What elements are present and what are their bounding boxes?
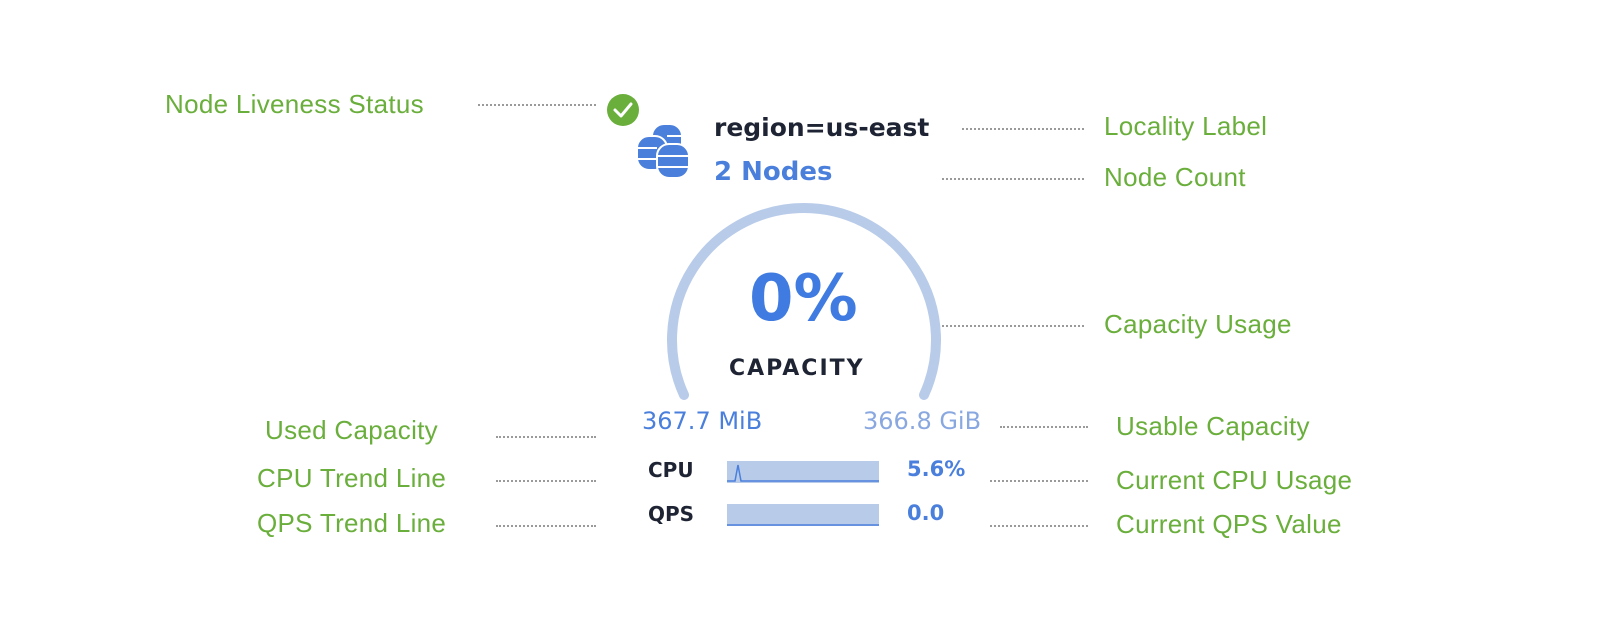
annotation-usable-capacity: Usable Capacity [1116,411,1310,441]
usable-capacity: 366.8 GiB [863,407,982,435]
qps-sparkline[interactable] [727,504,879,526]
annotation-locality: Locality Label [1104,111,1268,141]
leader-line [942,325,1084,327]
annotation-capacity-usage: Capacity Usage [1104,309,1292,339]
qps-value: 0.0 [907,501,945,525]
leader-line [496,480,596,482]
capacity-label: CAPACITY [729,356,865,381]
leader-line [962,128,1084,130]
node-count[interactable]: 2 Nodes [714,157,833,187]
capacity-arc [667,203,941,400]
leader-line [990,525,1088,527]
annotation-qps-trend: QPS Trend Line [257,508,447,538]
annotation-liveness: Node Liveness Status [165,89,424,119]
qps-label: QPS [648,502,695,526]
leader-line [942,178,1084,180]
annotation-current-qps: Current QPS Value [1116,509,1342,539]
leader-line [496,525,596,527]
leader-line [1000,426,1088,428]
leader-line [990,480,1088,482]
used-capacity: 367.7 MiB [642,407,763,435]
locality-label: region=us-east [714,113,930,142]
cpu-value: 5.6% [907,457,966,481]
leader-line [478,104,596,106]
cpu-label: CPU [648,458,694,482]
annotation-used-capacity: Used Capacity [265,415,438,445]
check-circle-icon [607,94,639,126]
annotation-node-count: Node Count [1104,162,1246,192]
cpu-sparkline[interactable] [727,461,879,483]
annotation-cpu-trend: CPU Trend Line [257,463,447,493]
database-icon [636,123,690,179]
capacity-percent: 0% [749,262,858,336]
annotation-current-cpu: Current CPU Usage [1116,465,1353,495]
capacity-gauge [667,203,941,400]
leader-line [496,436,596,438]
